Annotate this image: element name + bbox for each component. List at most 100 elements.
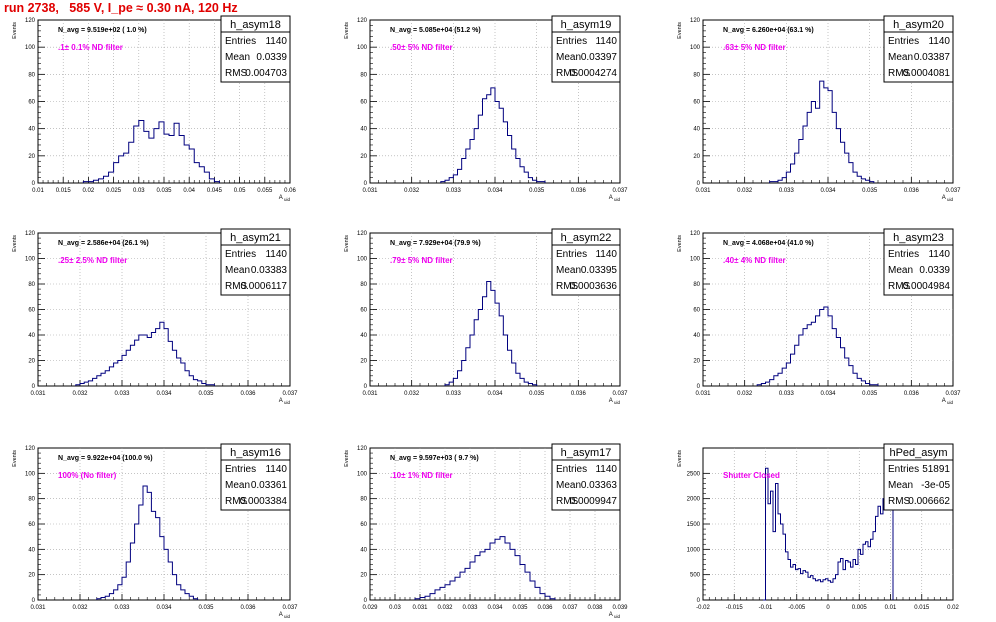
y-axis-label: Events <box>677 450 683 467</box>
histogram-panel-h_asym18: 0.01 0.015 0.02 0.025 0.03 0.035 0.04 0.045 0.05… <box>12 15 296 202</box>
x-tick-label: 0.035 <box>529 188 545 194</box>
x-tick-label: 0.034 <box>487 391 503 397</box>
stat-value: 0.0339 <box>256 52 287 63</box>
histogram-name: hPed_asym <box>889 447 947 459</box>
stats-box: h_asym20 Entries 1140 Mean 0.03387RMS0.00040… <box>883 15 954 83</box>
x-tick-label: 0.036 <box>904 188 920 194</box>
stat-value: 0.03395 <box>581 265 618 276</box>
y-tick-label: 40 <box>693 127 700 133</box>
y-tick-label: 80 <box>693 282 700 288</box>
stat-value: 0.0003384 <box>240 496 288 507</box>
stats-box-frame <box>551 15 621 83</box>
y-tick-label: 40 <box>28 127 35 133</box>
stat-value: 1140 <box>595 464 617 475</box>
y-tick-label: 60 <box>360 522 367 528</box>
histogram-panel-h_asym16: 0.031 0.032 0.033 0.034 0.035 0.036 0.037 0 20 40… <box>12 443 298 619</box>
navg-label: N_avg = 6.260e+04 (63.1 %) <box>723 27 814 34</box>
y-tick-label: 20 <box>693 359 700 365</box>
stats-box: h_asym16 Entries 1140 Mean 0.03361RMS0.00033… <box>220 443 291 511</box>
x-tick-label: 0.015 <box>56 188 72 194</box>
stat-value: 0.03361 <box>251 480 288 491</box>
x-tick-label: 0.034 <box>487 605 503 611</box>
stat-label: Entries <box>225 464 256 475</box>
histogram-series <box>414 536 556 600</box>
x-tick-label: 0.01 <box>885 605 897 611</box>
histogram-name: h_asym16 <box>230 447 281 459</box>
y-tick-label: 20 <box>28 359 35 365</box>
histogram-panel-h_asym19: 0.031 0.032 0.033 0.034 0.035 0.036 0.037 0 20 40… <box>344 15 628 202</box>
x-tick-label: 0.034 <box>156 605 172 611</box>
x-axis-label: A uid <box>279 612 291 619</box>
x-tick-label: 0.03 <box>133 188 145 194</box>
x-tick-label: 0.02 <box>83 188 95 194</box>
x-tick-label: 0.035 <box>198 605 214 611</box>
histogram-panel-h_asym20: 0.031 0.032 0.033 0.034 0.035 0.036 0.037 0 20 40… <box>677 15 961 202</box>
stat-value: 0.006662 <box>908 496 950 507</box>
y-axis-label: Events <box>677 235 683 252</box>
y-tick-label: 60 <box>360 308 367 314</box>
y-tick-label: 120 <box>25 231 36 237</box>
y-tick-label: 60 <box>693 100 700 106</box>
y-tick-label: 0 <box>697 181 701 187</box>
stats-box: h_asym17 Entries 1140 Mean 0.03363RMS0.00099… <box>551 443 621 511</box>
histogram-panel-h_asym22: 0.031 0.032 0.033 0.034 0.035 0.036 0.037 0 20 40… <box>344 228 628 405</box>
y-tick-label: 40 <box>360 547 367 553</box>
y-tick-label: 0 <box>364 598 368 604</box>
stat-value: 0.0004081 <box>903 68 951 79</box>
x-axis-label: A uid <box>609 195 621 202</box>
y-tick-label: 40 <box>28 547 35 553</box>
x-axis-label: A uid <box>609 612 621 619</box>
stats-box: h_asym23 Entries 1140 Mean 0.0339 RMS0.000498… <box>883 228 954 296</box>
page-title: run 2738, 585 V, I_pe ≈ 0.30 nA, 120 Hz <box>4 1 238 15</box>
x-tick-label: 0.033 <box>446 188 462 194</box>
stat-label: Entries <box>556 464 587 475</box>
y-tick-label: 80 <box>360 497 367 503</box>
y-tick-label: 100 <box>357 471 368 477</box>
y-tick-label: 100 <box>25 471 36 477</box>
x-tick-label: 0.032 <box>404 391 420 397</box>
x-tick-label: 0.031 <box>695 188 711 194</box>
x-tick-label: 0.031 <box>362 391 378 397</box>
y-tick-label: 120 <box>357 18 368 24</box>
x-tick-label: 0.029 <box>362 605 378 611</box>
navg-label: N_avg = 9.597e+03 ( 9.7 %) <box>390 455 479 462</box>
x-tick-label: 0.035 <box>198 391 214 397</box>
x-tick-label: 0.035 <box>862 188 878 194</box>
stat-value: 1140 <box>265 36 287 47</box>
x-tick-label: 0.031 <box>362 188 378 194</box>
stat-value: 0.0339 <box>919 265 950 276</box>
stats-box-frame <box>220 15 291 83</box>
histogram-name: h_asym19 <box>561 19 612 31</box>
y-tick-label: 100 <box>357 257 368 263</box>
filter-label: Shutter Closed <box>723 471 780 480</box>
navg-label: N_avg = 9.519e+02 ( 1.0 %) <box>58 27 147 34</box>
x-tick-label: 0.04 <box>183 188 195 194</box>
stat-value: 0.004703 <box>245 68 287 79</box>
stat-label: RMS <box>225 281 248 292</box>
stat-label: Mean <box>556 265 581 276</box>
y-tick-label: 20 <box>693 154 700 160</box>
y-tick-label: 120 <box>690 18 701 24</box>
x-tick-label: 0.036 <box>240 605 256 611</box>
y-tick-label: 80 <box>28 282 35 288</box>
y-tick-label: 2000 <box>687 497 701 503</box>
y-tick-label: 0 <box>32 598 36 604</box>
y-tick-label: 1500 <box>687 522 701 528</box>
y-tick-label: 60 <box>693 308 700 314</box>
x-tick-label: 0.036 <box>537 605 553 611</box>
y-axis-label: Events <box>12 22 18 39</box>
y-tick-label: 20 <box>28 573 35 579</box>
x-tick-label: 0.033 <box>114 391 130 397</box>
stat-value: 0.03397 <box>581 52 618 63</box>
navg-label: N_avg = 7.929e+04 (79.9 %) <box>390 240 481 247</box>
histogram-panel-h_asym23: 0.031 0.032 0.033 0.034 0.035 0.036 0.037 0 20 40… <box>677 228 961 405</box>
x-tick-label: -0.005 <box>788 605 806 611</box>
stat-value: 1140 <box>265 464 287 475</box>
x-tick-label: 0.06 <box>284 188 296 194</box>
x-tick-label: 0.01 <box>32 188 44 194</box>
stats-box-frame <box>551 443 621 511</box>
stat-label: Entries <box>888 464 919 475</box>
y-axis-label: Events <box>12 235 18 252</box>
stat-label: Mean <box>225 52 250 63</box>
y-tick-label: 0 <box>697 384 701 390</box>
